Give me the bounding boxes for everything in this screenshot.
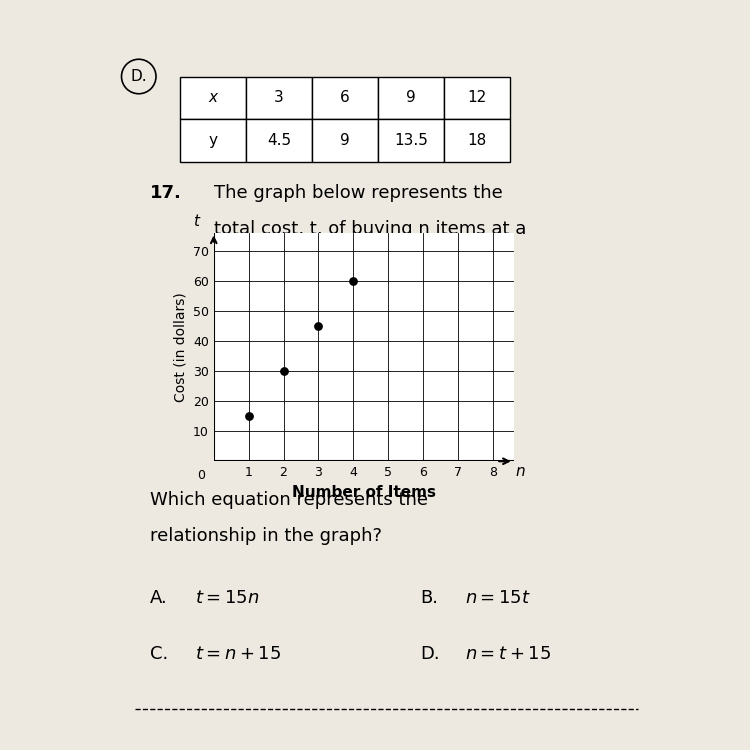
- Text: D.: D.: [130, 69, 147, 84]
- Point: [243, 410, 255, 422]
- Text: 18: 18: [467, 134, 487, 148]
- FancyBboxPatch shape: [378, 119, 444, 162]
- FancyBboxPatch shape: [246, 119, 312, 162]
- Text: x: x: [209, 91, 218, 106]
- Text: 0: 0: [197, 469, 206, 482]
- Text: 3: 3: [274, 91, 284, 106]
- Text: The graph below represents the: The graph below represents the: [214, 184, 502, 202]
- Text: $n = 15t$: $n = 15t$: [465, 589, 531, 607]
- FancyBboxPatch shape: [312, 119, 378, 162]
- Text: n: n: [515, 464, 525, 479]
- Text: 9: 9: [340, 134, 350, 148]
- Text: Which equation represents the: Which equation represents the: [150, 491, 428, 509]
- Text: relationship in the graph?: relationship in the graph?: [150, 527, 382, 545]
- Point: [347, 274, 359, 286]
- Text: y: y: [209, 134, 218, 148]
- Text: D.: D.: [420, 645, 440, 663]
- FancyBboxPatch shape: [246, 76, 312, 119]
- Text: C.: C.: [150, 645, 168, 663]
- Text: 4.5: 4.5: [267, 134, 291, 148]
- Text: 6: 6: [340, 91, 350, 106]
- Text: 17.: 17.: [150, 184, 182, 202]
- FancyBboxPatch shape: [444, 76, 510, 119]
- X-axis label: Number of Items: Number of Items: [292, 484, 436, 500]
- Text: 13.5: 13.5: [394, 134, 428, 148]
- Text: A.: A.: [150, 589, 168, 607]
- Text: market.: market.: [214, 256, 284, 274]
- Text: t: t: [194, 214, 200, 230]
- Text: 9: 9: [406, 91, 416, 106]
- Text: B.: B.: [420, 589, 438, 607]
- Point: [313, 320, 325, 332]
- Point: [278, 365, 290, 377]
- Y-axis label: Cost (in dollars): Cost (in dollars): [173, 292, 188, 402]
- FancyBboxPatch shape: [378, 76, 444, 119]
- FancyBboxPatch shape: [444, 119, 510, 162]
- Text: $n = t + 15$: $n = t + 15$: [465, 645, 551, 663]
- FancyBboxPatch shape: [180, 76, 246, 119]
- FancyBboxPatch shape: [180, 119, 246, 162]
- Text: 12: 12: [467, 91, 487, 106]
- Text: total cost, t, of buying n items at a: total cost, t, of buying n items at a: [214, 220, 526, 238]
- Text: $t = n + 15$: $t = n + 15$: [195, 645, 281, 663]
- FancyBboxPatch shape: [312, 76, 378, 119]
- Text: $t = 15n$: $t = 15n$: [195, 589, 260, 607]
